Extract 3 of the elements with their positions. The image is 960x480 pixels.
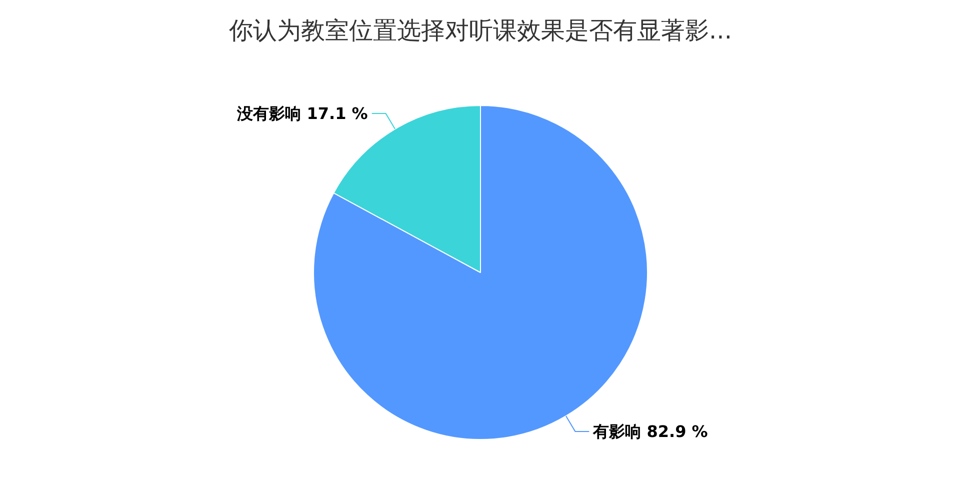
slice-label: 没有影响 17.1 % (236, 104, 368, 124)
chart-title: 你认为教室位置选择对听课效果是否有显著影... (228, 16, 732, 44)
slice-label: 有影响 82.9 % (592, 422, 708, 441)
